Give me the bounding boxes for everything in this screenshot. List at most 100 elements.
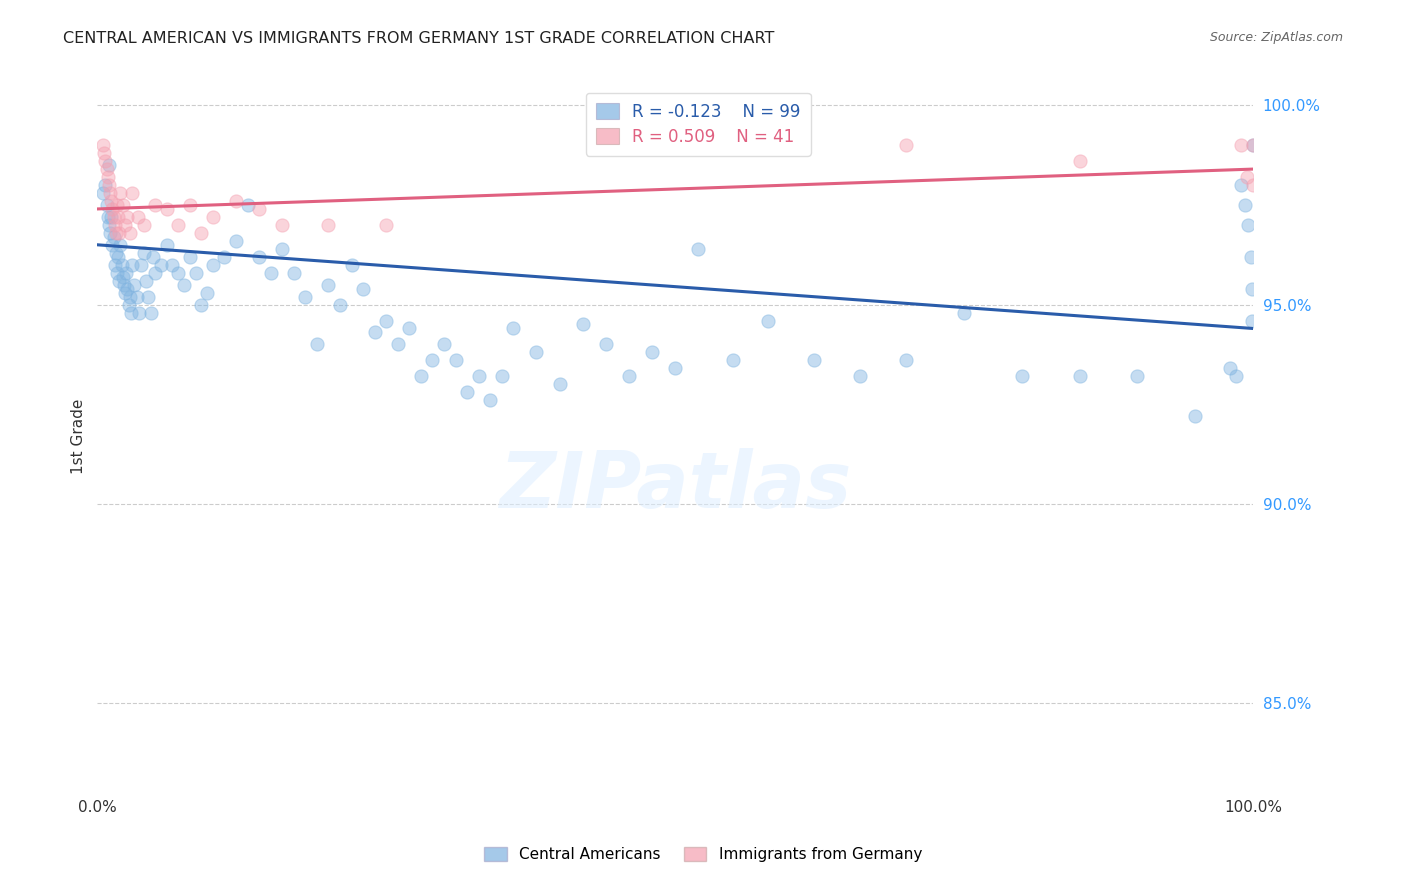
Point [91, 186, 114, 200]
Point [201, 210, 224, 224]
Point [1184, 409, 1206, 424]
Point [849, 369, 872, 384]
Point [105, 198, 128, 212]
Point [491, 369, 513, 384]
Point [225, 234, 247, 248]
Point [1225, 369, 1247, 384]
Point [364, 326, 387, 340]
Point [108, 226, 131, 240]
Point [1069, 369, 1091, 384]
Point [111, 269, 134, 284]
Point [121, 258, 143, 272]
Point [247, 202, 270, 216]
Point [236, 198, 259, 212]
Point [184, 266, 207, 280]
Point [1240, 313, 1263, 327]
Point [108, 274, 131, 288]
Point [1233, 198, 1256, 212]
Point [118, 226, 141, 240]
Point [114, 285, 136, 300]
Point [111, 258, 134, 272]
Point [167, 266, 190, 280]
Point [118, 290, 141, 304]
Point [94, 178, 117, 192]
Point [104, 258, 127, 272]
Point [190, 297, 212, 311]
Point [103, 230, 125, 244]
Point [97, 210, 120, 224]
Point [247, 250, 270, 264]
Point [548, 377, 571, 392]
Point [896, 353, 918, 368]
Point [121, 186, 143, 200]
Point [1230, 178, 1253, 192]
Point [1241, 138, 1264, 153]
Point [101, 202, 124, 216]
Point [201, 258, 224, 272]
Point [98, 226, 121, 240]
Point [305, 337, 328, 351]
Point [97, 169, 120, 184]
Point [179, 198, 201, 212]
Point [688, 242, 710, 256]
Point [479, 393, 502, 408]
Point [96, 162, 118, 177]
Point [641, 345, 664, 359]
Point [1126, 369, 1149, 384]
Point [107, 250, 129, 264]
Point [352, 282, 374, 296]
Point [156, 237, 179, 252]
Point [105, 266, 128, 280]
Point [97, 178, 120, 192]
Point [398, 321, 420, 335]
Point [129, 258, 152, 272]
Point [127, 210, 149, 224]
Point [96, 198, 118, 212]
Point [422, 353, 444, 368]
Point [271, 218, 294, 232]
Point [139, 305, 162, 319]
Legend: Central Americans, Immigrants from Germany: Central Americans, Immigrants from Germa… [478, 840, 928, 868]
Text: CENTRAL AMERICAN VS IMMIGRANTS FROM GERMANY 1ST GRADE CORRELATION CHART: CENTRAL AMERICAN VS IMMIGRANTS FROM GERM… [63, 31, 775, 46]
Point [409, 369, 432, 384]
Point [93, 146, 115, 161]
Point [124, 277, 146, 292]
Point [375, 218, 398, 232]
Point [318, 277, 340, 292]
Point [1236, 169, 1258, 184]
Point [375, 313, 398, 327]
Text: Source: ZipAtlas.com: Source: ZipAtlas.com [1209, 31, 1343, 45]
Point [97, 158, 120, 172]
Point [433, 337, 456, 351]
Point [1230, 138, 1253, 153]
Point [617, 369, 640, 384]
Point [195, 285, 218, 300]
Point [571, 318, 593, 332]
Point [1240, 250, 1263, 264]
Point [101, 237, 124, 252]
Point [387, 337, 409, 351]
Point [143, 266, 166, 280]
Point [896, 138, 918, 153]
Point [94, 154, 117, 169]
Point [149, 258, 172, 272]
Point [953, 305, 976, 319]
Point [173, 277, 195, 292]
Point [1237, 218, 1260, 232]
Point [117, 210, 139, 224]
Point [91, 138, 114, 153]
Point [132, 245, 155, 260]
Legend: R = -0.123    N = 99, R = 0.509    N = 41: R = -0.123 N = 99, R = 0.509 N = 41 [586, 93, 811, 155]
Point [111, 198, 134, 212]
Point [214, 250, 236, 264]
Point [100, 210, 122, 224]
Point [110, 237, 132, 252]
Point [1069, 154, 1091, 169]
Point [803, 353, 825, 368]
Point [283, 266, 305, 280]
Point [1241, 178, 1264, 192]
Point [114, 218, 136, 232]
Point [117, 297, 139, 311]
Point [444, 353, 467, 368]
Text: ZIPatlas: ZIPatlas [499, 449, 851, 524]
